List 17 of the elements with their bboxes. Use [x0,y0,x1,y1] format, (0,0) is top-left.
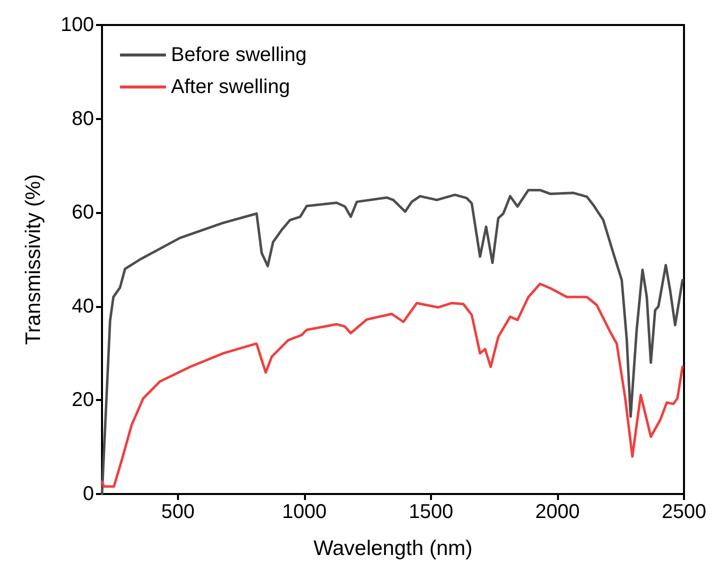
x-tick-label: 1000 [282,501,327,523]
line-series [100,188,684,496]
y-tick-label: 60 [72,202,94,224]
x-tick-label: 1500 [408,501,454,523]
y-tick-label: 20 [72,389,94,412]
y-tick-label: 0 [82,483,94,505]
x-tick-label: 500 [161,501,195,523]
legend-label: Before swelling [171,44,307,66]
y-tick-label: 100 [60,14,94,36]
y-tick-label: 80 [72,108,94,130]
x-tick-label: 2000 [535,501,580,523]
y-axis-title: Transmissivity (%) [22,174,45,345]
line-series [100,282,684,488]
legend-label: After swelling [171,76,290,98]
x-tick-label: 2500 [662,501,706,523]
y-tick-label: 40 [72,295,94,318]
x-axis-title: Wavelength (nm) [313,537,473,560]
